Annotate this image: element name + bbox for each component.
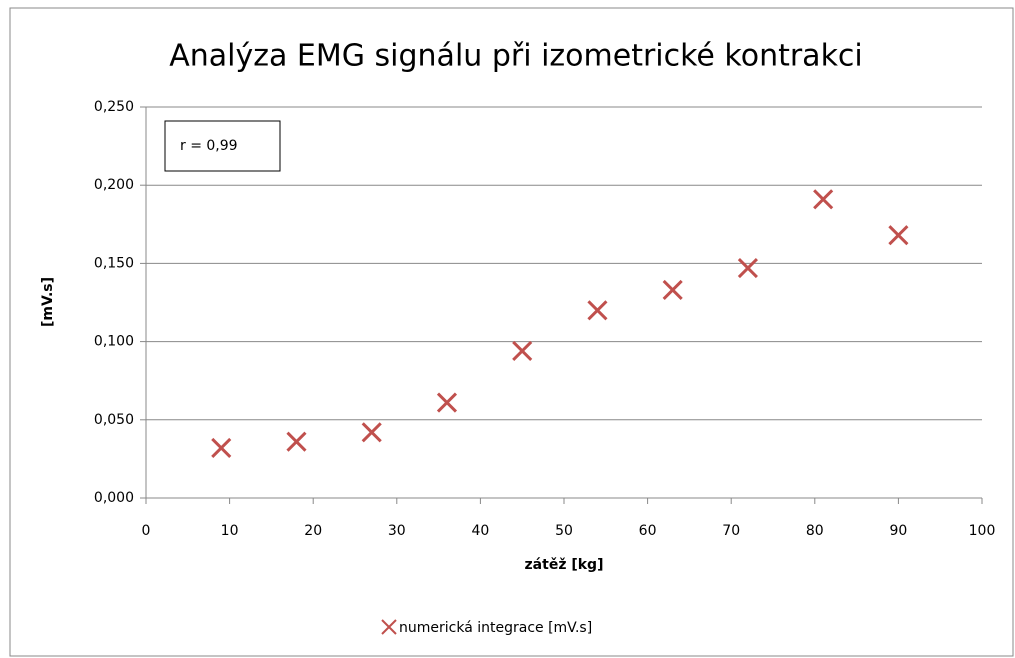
point <box>662 279 683 301</box>
chart-title: Analýza EMG signálu při izometrické kont… <box>169 39 863 74</box>
point <box>361 422 382 443</box>
x-tick-label: 40 <box>471 523 489 539</box>
y-tick-label: 0,200 <box>94 177 134 193</box>
point <box>211 437 232 459</box>
annotation-box <box>164 120 281 172</box>
point <box>512 340 533 362</box>
x-tick-label: 70 <box>722 523 740 539</box>
y-axis-title: [mV.s] <box>40 277 56 327</box>
x-tick-label: 60 <box>639 523 657 539</box>
x-tick-label: 10 <box>221 523 239 539</box>
x-tick-label: 50 <box>555 523 573 539</box>
x-tick-label: 90 <box>889 523 907 539</box>
point <box>737 258 758 279</box>
y-tick-label: 0,000 <box>94 490 134 506</box>
point <box>888 225 909 246</box>
legend-label: numerická integrace [mV.s] <box>399 620 592 636</box>
y-tick-label: 0,050 <box>94 412 134 428</box>
x-axis-title: zátěž [kg] <box>525 557 604 573</box>
x-tick-label: 20 <box>304 523 322 539</box>
y-tick-label: 0,100 <box>94 334 134 350</box>
point <box>286 431 307 452</box>
x-tick-label: 30 <box>388 523 406 539</box>
chart-frame <box>9 7 1014 657</box>
x-tick-label: 0 <box>142 523 151 539</box>
point <box>813 189 834 210</box>
legend-marker <box>381 619 397 635</box>
y-tick-label: 0,150 <box>94 255 134 271</box>
point <box>587 300 608 321</box>
point <box>436 392 458 413</box>
y-tick-label: 0,250 <box>94 99 134 115</box>
x-tick-label: 80 <box>806 523 824 539</box>
annotation: r = 0,99 <box>180 138 238 154</box>
x-tick-label: 100 <box>969 523 996 539</box>
